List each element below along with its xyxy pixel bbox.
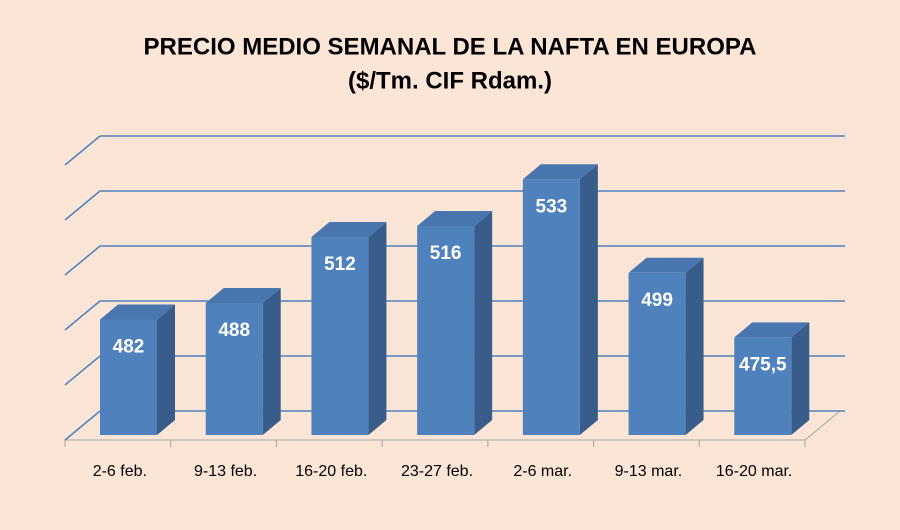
x-tick-label: 2-6 mar. xyxy=(513,463,573,480)
value-label: 482 xyxy=(113,337,145,358)
bar-side xyxy=(579,164,598,435)
bar xyxy=(417,226,475,435)
grid-line-side xyxy=(64,135,101,166)
bar-side xyxy=(791,322,810,435)
bar xyxy=(734,337,792,435)
bar-top xyxy=(417,211,493,226)
bar xyxy=(311,237,369,435)
bar-side xyxy=(368,222,387,435)
bar-top xyxy=(205,288,281,303)
grid-line-side xyxy=(64,245,101,276)
bar-side xyxy=(157,304,175,435)
grid-line-side xyxy=(64,410,101,441)
value-label: 512 xyxy=(324,254,356,275)
chart-subtitle: ($/Tm. CIF Rdam.) xyxy=(348,67,552,94)
chart-title: PRECIO MEDIO SEMANAL DE LA NAFTA EN EURO… xyxy=(144,33,757,60)
value-label: 499 xyxy=(641,290,673,311)
x-tick-label: 2-6 feb. xyxy=(92,463,147,480)
bar-top xyxy=(628,257,704,273)
grid-line-side xyxy=(64,355,101,386)
bar-side xyxy=(685,257,704,435)
bar-side xyxy=(262,288,281,435)
x-tick-label: 16-20 feb. xyxy=(295,463,368,480)
bar xyxy=(100,319,157,435)
grid-line-side xyxy=(64,300,101,331)
x-tick-label: 16-20 mar. xyxy=(715,463,793,480)
x-tick-label: 9-13 feb. xyxy=(193,463,258,480)
value-label: 488 xyxy=(218,320,250,341)
grid-line-side xyxy=(64,190,101,221)
bar-side xyxy=(474,211,493,435)
bar-top xyxy=(100,304,175,320)
bar-top xyxy=(311,222,387,237)
bar xyxy=(205,303,263,435)
value-label: 475,5 xyxy=(739,354,787,375)
x-tick-label: 9-13 mar. xyxy=(614,463,683,480)
x-tick-label: 23-27 feb. xyxy=(400,463,474,480)
value-label: 516 xyxy=(430,243,462,264)
value-label: 533 xyxy=(536,196,568,217)
bar xyxy=(628,272,686,435)
bar-top xyxy=(734,322,810,338)
bar xyxy=(522,179,580,435)
bar-top xyxy=(522,164,598,180)
